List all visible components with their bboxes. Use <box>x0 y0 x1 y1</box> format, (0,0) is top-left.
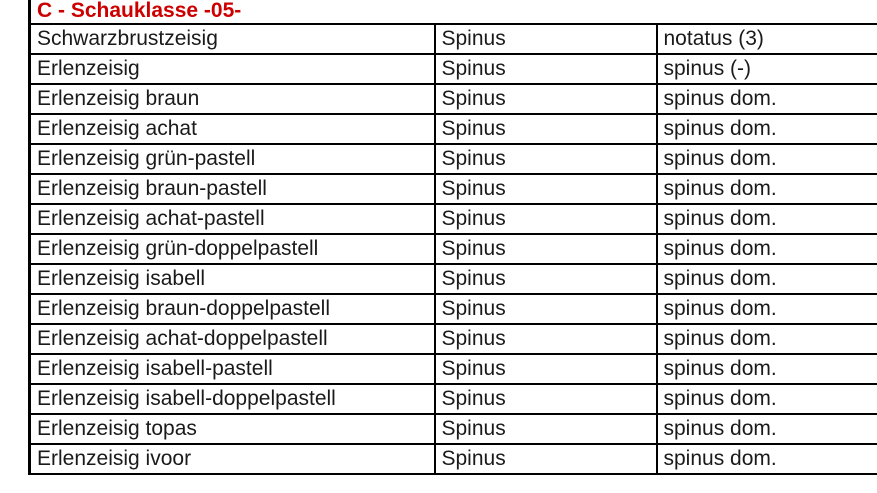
cell-species: spinus (-) <box>655 53 877 86</box>
table-row-header: C - Schauklasse -05- <box>27 0 877 26</box>
cell-name: Erlenzeisig isabell-doppelpastell <box>28 383 436 416</box>
cell-genus: Spinus <box>433 413 658 446</box>
cell-name: Erlenzeisig isabell-pastell <box>28 353 436 386</box>
cell-genus: Spinus <box>433 323 658 356</box>
table-row: Erlenzeisig achat-pastell Spinus spinus … <box>28 203 877 236</box>
table-row: Schwarzbrustzeisig Spinus notatus (3) <box>28 23 877 56</box>
cell-genus: Spinus <box>433 173 658 206</box>
species-table: C - Schauklasse -05- Schwarzbrustzeisig … <box>27 0 877 476</box>
table-row: Erlenzeisig grün-pastell Spinus spinus d… <box>28 143 877 176</box>
cell-name: Erlenzeisig grün-pastell <box>28 143 436 176</box>
cell-species: spinus dom. <box>655 413 877 446</box>
cell-species: spinus dom. <box>655 203 877 236</box>
cell-genus: Spinus <box>433 83 658 116</box>
table-row: Erlenzeisig ivoor Spinus spinus dom. <box>28 443 877 476</box>
cell-species: spinus dom. <box>655 323 877 356</box>
cell-genus: Spinus <box>433 443 658 476</box>
cell-species: spinus dom. <box>655 233 877 266</box>
cell-species: spinus dom. <box>655 173 877 206</box>
cell-genus: Spinus <box>433 53 658 86</box>
table-row: Erlenzeisig isabell-doppelpastell Spinus… <box>28 383 877 416</box>
cell-species: spinus dom. <box>655 353 877 386</box>
table-row: Erlenzeisig isabell Spinus spinus dom. <box>28 263 877 296</box>
table-row: Erlenzeisig achat-doppelpastell Spinus s… <box>28 323 877 356</box>
cell-name: Erlenzeisig <box>28 53 436 86</box>
table-row: Erlenzeisig braun-doppelpastell Spinus s… <box>28 293 877 326</box>
cell-name: Schwarzbrustzeisig <box>28 23 436 56</box>
cell-name: Erlenzeisig topas <box>28 413 436 446</box>
cell-genus: Spinus <box>433 143 658 176</box>
cell-name: Erlenzeisig braun-pastell <box>28 173 436 206</box>
cell-name: Erlenzeisig braun <box>28 83 436 116</box>
cell-genus: Spinus <box>433 293 658 326</box>
cell-name: Erlenzeisig achat-pastell <box>28 203 436 236</box>
cell-name: Erlenzeisig isabell <box>28 263 436 296</box>
cell-species: spinus dom. <box>655 143 877 176</box>
cell-genus: Spinus <box>433 203 658 236</box>
cell-name: Erlenzeisig achat <box>28 113 436 146</box>
cell-genus: Spinus <box>433 263 658 296</box>
table-row: Erlenzeisig isabell-pastell Spinus spinu… <box>28 353 877 386</box>
table-row: Erlenzeisig Spinus spinus (-) <box>28 53 877 86</box>
cell-species: spinus dom. <box>655 293 877 326</box>
table-row: Erlenzeisig achat Spinus spinus dom. <box>28 113 877 146</box>
cell-species: spinus dom. <box>655 383 877 416</box>
cell-genus: Spinus <box>433 113 658 146</box>
cell-species: notatus (3) <box>655 23 877 56</box>
section-header-title: C - Schauklasse -05- <box>27 0 877 26</box>
cell-name: Erlenzeisig achat-doppelpastell <box>28 323 436 356</box>
table-row: Erlenzeisig braun Spinus spinus dom. <box>28 83 877 116</box>
cell-species: spinus dom. <box>655 263 877 296</box>
cell-name: Erlenzeisig braun-doppelpastell <box>28 293 436 326</box>
table-row: Erlenzeisig braun-pastell Spinus spinus … <box>28 173 877 206</box>
table-row: Erlenzeisig topas Spinus spinus dom. <box>28 413 877 446</box>
cell-species: spinus dom. <box>655 83 877 116</box>
cell-genus: Spinus <box>433 353 658 386</box>
cell-species: spinus dom. <box>655 113 877 146</box>
cell-genus: Spinus <box>433 23 658 56</box>
cell-genus: Spinus <box>433 383 658 416</box>
table-row: Erlenzeisig grün-doppelpastell Spinus sp… <box>28 233 877 266</box>
cell-name: Erlenzeisig ivoor <box>28 443 436 476</box>
cell-name: Erlenzeisig grün-doppelpastell <box>28 233 436 266</box>
cell-genus: Spinus <box>433 233 658 266</box>
cell-species: spinus dom. <box>655 443 877 476</box>
